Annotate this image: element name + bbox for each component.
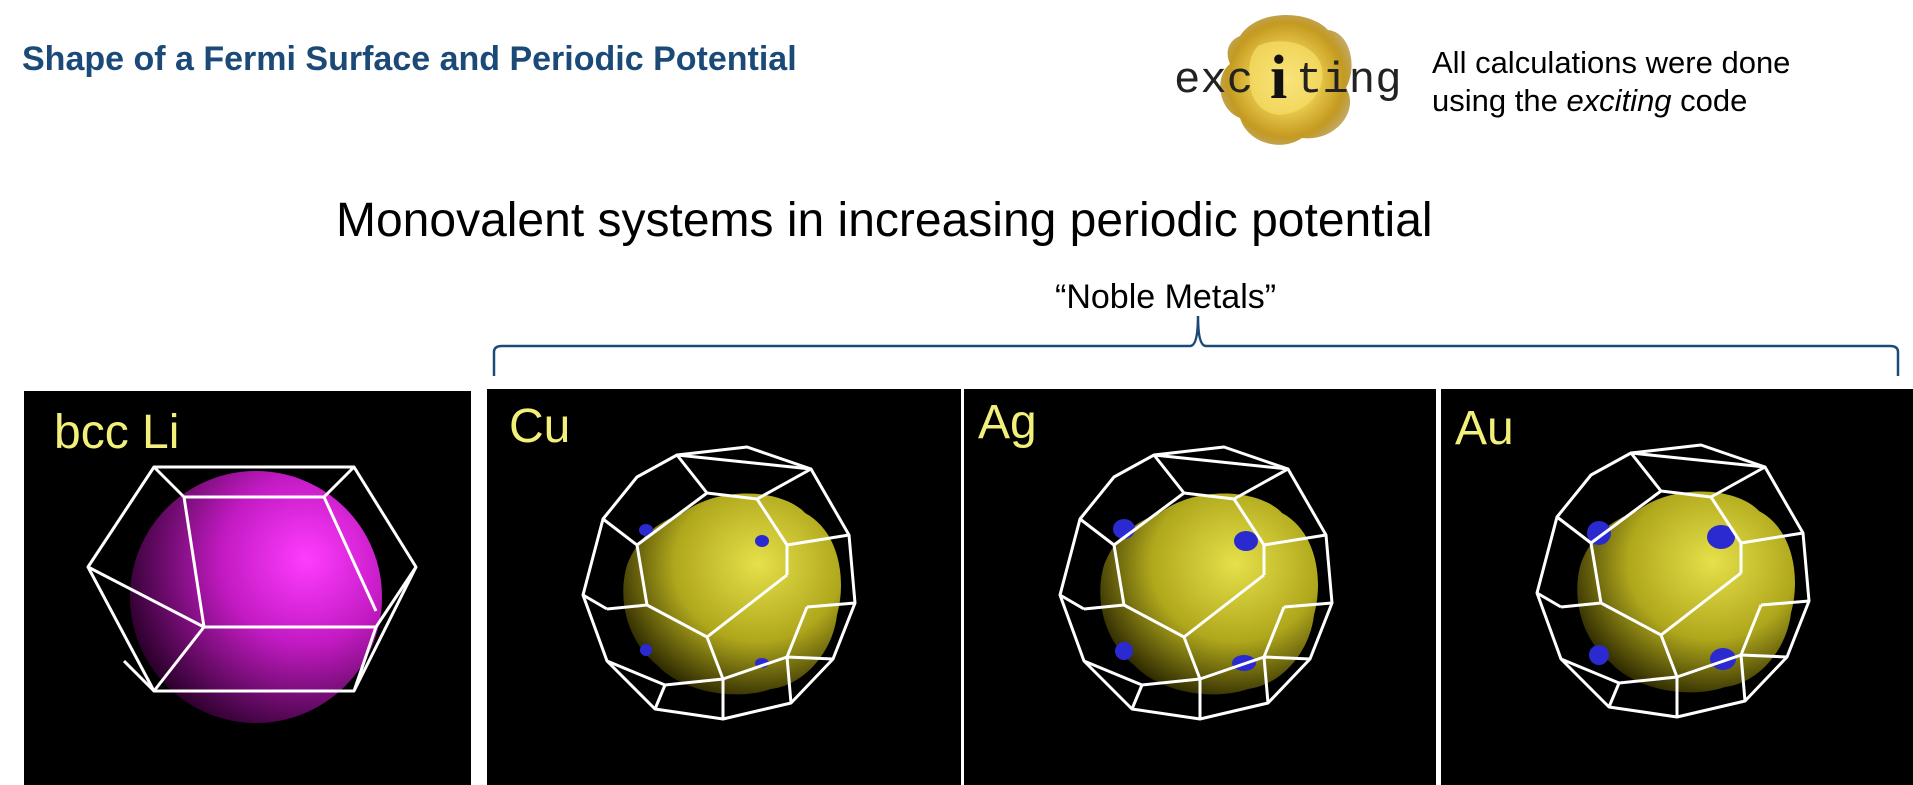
cu-fermi-surface bbox=[581, 445, 857, 721]
panel-label-li: bcc Li bbox=[54, 406, 180, 459]
au-fermi-surface bbox=[1535, 443, 1811, 719]
ag-fermi-surface bbox=[1058, 445, 1334, 721]
panel-bcc-li: bcc Li bbox=[24, 391, 471, 785]
svg-text:exc: exc bbox=[1174, 56, 1253, 106]
li-fermi-surface bbox=[86, 465, 418, 723]
note-line-1: All calculations were done bbox=[1432, 45, 1791, 80]
panel-cu: Cu bbox=[487, 389, 961, 785]
svg-text:ting: ting bbox=[1296, 56, 1402, 106]
svg-text:i: i bbox=[1270, 44, 1287, 112]
calculation-note: All calculations were done using the exc… bbox=[1432, 44, 1790, 120]
subtitle: Monovalent systems in increasing periodi… bbox=[336, 194, 1433, 247]
code-name: exciting bbox=[1566, 83, 1672, 118]
panel-label-cu: Cu bbox=[509, 400, 571, 453]
slide-title: Shape of a Fermi Surface and Periodic Po… bbox=[22, 40, 797, 78]
noble-metals-label: “Noble Metals” bbox=[1055, 278, 1277, 316]
panel-ag: Ag bbox=[964, 389, 1436, 785]
panel-label-au: Au bbox=[1455, 402, 1514, 455]
panel-label-ag: Ag bbox=[978, 396, 1037, 449]
note-line-2: using the exciting code bbox=[1432, 83, 1748, 118]
panel-au: Au bbox=[1441, 389, 1913, 785]
noble-metals-brace bbox=[492, 315, 1900, 376]
exciting-logo: exc i ting exciting bbox=[1170, 6, 1410, 148]
